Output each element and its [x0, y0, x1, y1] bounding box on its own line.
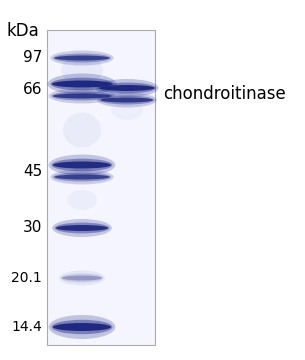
Bar [47, 30, 155, 345]
Text: 45: 45 [23, 163, 42, 179]
Ellipse shape [52, 320, 113, 334]
Ellipse shape [51, 78, 113, 90]
Ellipse shape [101, 98, 153, 103]
Ellipse shape [53, 172, 111, 181]
Ellipse shape [49, 154, 115, 175]
Text: 14.4: 14.4 [11, 320, 42, 334]
Ellipse shape [50, 170, 114, 184]
Ellipse shape [62, 275, 102, 280]
Text: 66: 66 [23, 82, 42, 98]
Ellipse shape [50, 50, 114, 66]
Ellipse shape [95, 79, 159, 97]
Ellipse shape [52, 219, 112, 237]
Ellipse shape [63, 112, 101, 148]
Text: 30: 30 [23, 220, 42, 235]
Ellipse shape [61, 56, 103, 84]
Ellipse shape [48, 73, 117, 94]
Ellipse shape [49, 89, 115, 104]
Ellipse shape [52, 81, 112, 87]
Ellipse shape [55, 55, 109, 60]
Ellipse shape [99, 85, 155, 91]
Text: kDa: kDa [6, 22, 39, 40]
Ellipse shape [56, 225, 108, 231]
Ellipse shape [52, 91, 113, 100]
Ellipse shape [53, 54, 111, 63]
Text: 20.1: 20.1 [11, 271, 42, 285]
Ellipse shape [59, 270, 105, 285]
Ellipse shape [53, 94, 111, 99]
Ellipse shape [53, 162, 111, 168]
Ellipse shape [52, 159, 113, 171]
Ellipse shape [61, 274, 103, 283]
Ellipse shape [97, 93, 157, 108]
Ellipse shape [49, 315, 115, 339]
Text: chondroitinase: chondroitinase [163, 85, 286, 103]
Ellipse shape [98, 82, 156, 93]
Ellipse shape [55, 222, 109, 233]
Ellipse shape [53, 323, 111, 331]
Ellipse shape [55, 175, 109, 180]
Text: 97: 97 [23, 50, 42, 66]
Ellipse shape [100, 95, 154, 104]
Ellipse shape [67, 190, 97, 210]
Ellipse shape [111, 100, 143, 120]
